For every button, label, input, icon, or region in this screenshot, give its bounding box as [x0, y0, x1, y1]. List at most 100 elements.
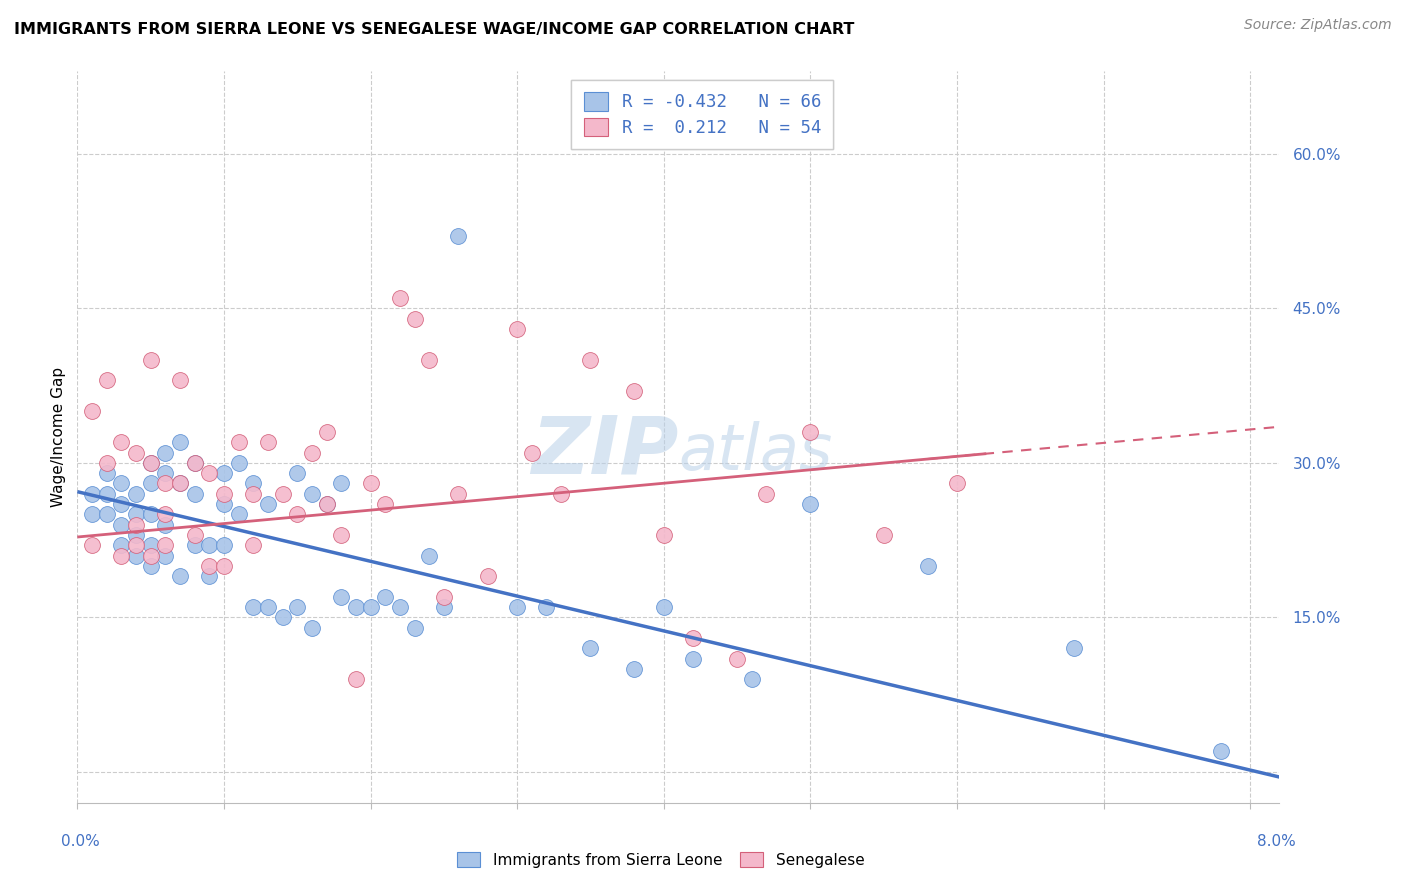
Point [242, 600, 264, 615]
Point [169, 435, 191, 450]
Point [433, 600, 456, 615]
Point [183, 456, 205, 470]
Text: 8.0%: 8.0% [1257, 834, 1296, 849]
Point [242, 487, 264, 501]
Point [169, 569, 191, 583]
Point [212, 558, 235, 573]
Legend: R = -0.432   N = 66, R =  0.212   N = 54: R = -0.432 N = 66, R = 0.212 N = 54 [571, 80, 834, 149]
Point [228, 456, 250, 470]
Text: Source: ZipAtlas.com: Source: ZipAtlas.com [1244, 18, 1392, 32]
Point [125, 508, 148, 522]
Point [330, 590, 353, 604]
Point [374, 497, 396, 511]
Point [550, 487, 572, 501]
Point [125, 517, 148, 532]
Point [80, 508, 103, 522]
Point [579, 352, 602, 367]
Point [242, 476, 264, 491]
Point [110, 497, 132, 511]
Point [271, 610, 294, 624]
Text: 0.0%: 0.0% [60, 834, 100, 849]
Point [139, 456, 162, 470]
Point [433, 590, 456, 604]
Y-axis label: Wage/Income Gap: Wage/Income Gap [51, 367, 66, 508]
Point [80, 404, 103, 418]
Point [96, 508, 118, 522]
Point [404, 621, 426, 635]
Point [536, 600, 558, 615]
Text: atlas: atlas [679, 421, 832, 483]
Point [301, 487, 323, 501]
Point [330, 476, 353, 491]
Point [198, 558, 221, 573]
Point [447, 487, 470, 501]
Point [418, 549, 440, 563]
Point [506, 600, 529, 615]
Point [139, 538, 162, 552]
Point [198, 538, 221, 552]
Point [228, 508, 250, 522]
Point [212, 466, 235, 480]
Point [682, 631, 704, 645]
Point [96, 373, 118, 387]
Point [447, 229, 470, 244]
Point [96, 466, 118, 480]
Point [183, 528, 205, 542]
Point [198, 466, 221, 480]
Point [169, 476, 191, 491]
Point [183, 538, 205, 552]
Point [96, 456, 118, 470]
Text: ZIP: ZIP [531, 413, 679, 491]
Point [139, 456, 162, 470]
Point [183, 487, 205, 501]
Point [125, 487, 148, 501]
Point [1063, 641, 1085, 656]
Point [1209, 744, 1232, 758]
Point [110, 549, 132, 563]
Point [155, 476, 177, 491]
Point [388, 291, 411, 305]
Point [652, 528, 675, 542]
Point [212, 487, 235, 501]
Point [212, 497, 235, 511]
Point [155, 538, 177, 552]
Point [360, 476, 382, 491]
Point [623, 662, 645, 676]
Point [125, 549, 148, 563]
Point [80, 487, 103, 501]
Point [755, 487, 778, 501]
Point [96, 487, 118, 501]
Point [228, 435, 250, 450]
Point [125, 528, 148, 542]
Point [139, 352, 162, 367]
Point [301, 445, 323, 459]
Point [198, 569, 221, 583]
Point [872, 528, 894, 542]
Point [301, 621, 323, 635]
Point [506, 322, 529, 336]
Point [315, 497, 337, 511]
Point [155, 466, 177, 480]
Point [477, 569, 499, 583]
Point [257, 435, 280, 450]
Point [155, 517, 177, 532]
Point [169, 373, 191, 387]
Point [285, 508, 308, 522]
Point [139, 508, 162, 522]
Point [139, 549, 162, 563]
Point [155, 445, 177, 459]
Legend: Immigrants from Sierra Leone, Senegalese: Immigrants from Sierra Leone, Senegalese [450, 844, 872, 875]
Point [946, 476, 969, 491]
Point [155, 508, 177, 522]
Point [404, 311, 426, 326]
Point [257, 600, 280, 615]
Point [344, 600, 367, 615]
Point [110, 476, 132, 491]
Point [285, 600, 308, 615]
Point [125, 445, 148, 459]
Point [271, 487, 294, 501]
Point [652, 600, 675, 615]
Point [110, 435, 132, 450]
Point [388, 600, 411, 615]
Point [110, 538, 132, 552]
